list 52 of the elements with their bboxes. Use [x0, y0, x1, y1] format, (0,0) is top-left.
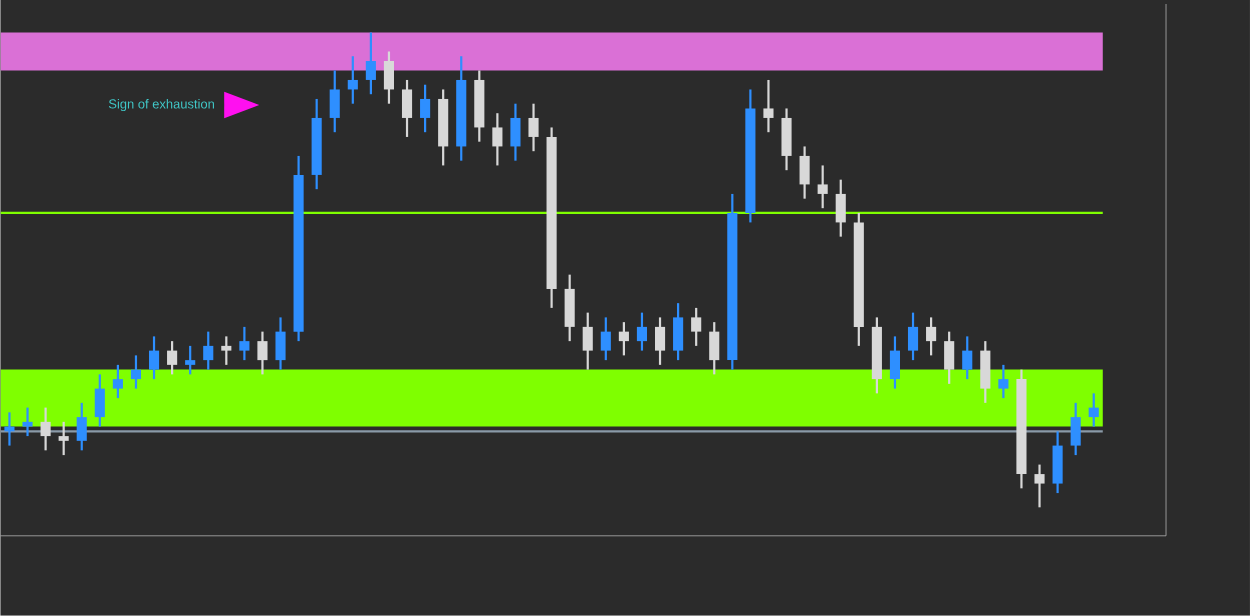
candlestick	[799, 145, 810, 200]
candlestick	[926, 316, 937, 357]
candlestick	[618, 321, 629, 357]
candlestick	[257, 330, 268, 376]
candlestick	[221, 335, 232, 367]
candlestick	[4, 411, 15, 447]
candlestick	[474, 69, 485, 143]
candlestick	[347, 55, 358, 105]
candlestick	[329, 69, 340, 134]
candlestick	[889, 335, 901, 390]
candlestick	[962, 335, 973, 381]
candlestick	[420, 83, 431, 134]
candlestick	[148, 335, 160, 381]
candlestick	[907, 311, 919, 362]
candlestick	[980, 340, 991, 405]
candlestick	[998, 363, 1009, 400]
candlestick	[763, 78, 774, 134]
candlestick	[835, 178, 846, 238]
candlestick	[167, 340, 178, 376]
candlestick	[203, 330, 214, 371]
candlestick	[365, 31, 376, 96]
candlestick	[673, 302, 684, 362]
candlestick	[781, 107, 792, 172]
candlestick	[709, 321, 720, 376]
candlestick	[130, 354, 142, 390]
candlestick	[944, 330, 955, 386]
candlestick	[1034, 463, 1045, 509]
candlestick	[1070, 401, 1081, 457]
candlestick	[1088, 392, 1099, 428]
candlestick	[564, 273, 575, 343]
candlestick	[275, 316, 286, 371]
candlestick	[654, 316, 666, 367]
candlestick	[1052, 430, 1063, 495]
candlestick	[185, 344, 196, 376]
candlestick	[401, 78, 413, 139]
candlestick	[40, 406, 51, 452]
candlestick	[438, 88, 449, 167]
candlestick	[383, 50, 395, 105]
candlestick	[691, 306, 702, 348]
candlestick	[636, 311, 648, 352]
candlestick	[76, 401, 87, 452]
candlestick	[492, 112, 503, 167]
candlestick	[22, 406, 33, 438]
candlestick	[94, 373, 105, 428]
candlestick	[112, 363, 123, 400]
candlestick	[58, 420, 69, 457]
candlestick	[600, 316, 611, 362]
candlestick	[510, 102, 521, 162]
candlestick	[239, 325, 250, 362]
candlestick	[817, 164, 828, 210]
candlestick	[528, 102, 539, 153]
candlestick	[582, 311, 593, 371]
